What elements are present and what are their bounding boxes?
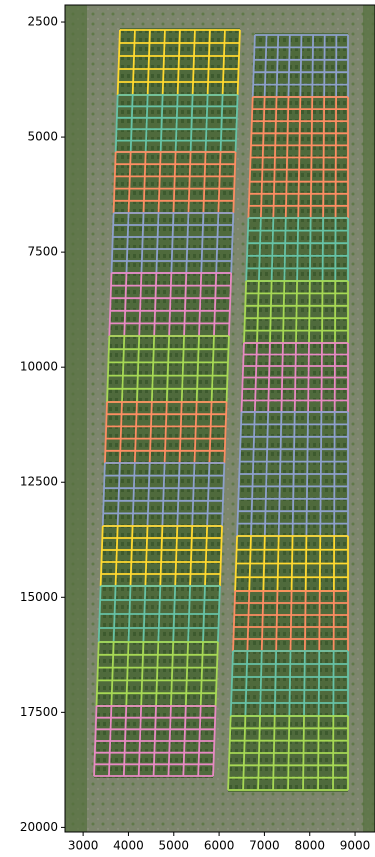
plot-column-line [304,651,305,716]
y-tick-label: 10000 [20,360,58,374]
plot-column-line [296,281,297,343]
plot-column-line [323,97,324,218]
plot-column-line [321,343,322,412]
figure: 2500 5000 7500 10000 12500 15000 17500 20000 300… [0,0,375,857]
plot-column-line [318,716,319,790]
tree-row [363,5,375,832]
plot-column-line [308,343,309,412]
y-tick-label: 2500 [27,15,58,29]
plot-column-line [322,281,323,343]
x-tick-label: 6000 [204,839,235,853]
plot-column-line [291,591,292,651]
plot-column-line [300,35,301,97]
plot-column-line [289,651,290,716]
plot-column-line [319,591,320,651]
y-tick-label: 7500 [27,245,58,259]
plot-area [65,5,375,832]
plot-column-line [292,536,293,591]
y-tick-label: 5000 [27,130,58,144]
plot-column-line [334,412,335,536]
plot-column-line [295,343,296,412]
y-tick-label: 17500 [20,705,58,719]
plot-column-line [303,716,304,790]
y-tick-label: 15000 [20,590,58,604]
y-tick-label: 12500 [20,475,58,489]
x-tick-label: 3000 [68,839,99,853]
plot-column-line [312,35,313,97]
x-tick-label: 5000 [158,839,189,853]
tree-row [65,5,87,832]
plot-column-line [323,218,324,281]
plot-column-line [277,536,278,591]
plot-column-line [324,35,325,97]
plot-column-line [319,651,320,716]
y-tick-label: 20000 [20,820,58,834]
plot-column-line [320,412,321,536]
x-tick-label: 4000 [113,839,144,853]
plot-column-line [297,218,298,281]
x-tick-label: 9000 [340,839,371,853]
plot-column-line [310,218,311,281]
x-tick-label: 7000 [249,839,280,853]
plot-column-line [336,97,337,218]
plot-column-line [309,281,310,343]
plot-column-line [305,591,306,651]
plot-column-line [306,536,307,591]
x-tick-label: 8000 [294,839,325,853]
